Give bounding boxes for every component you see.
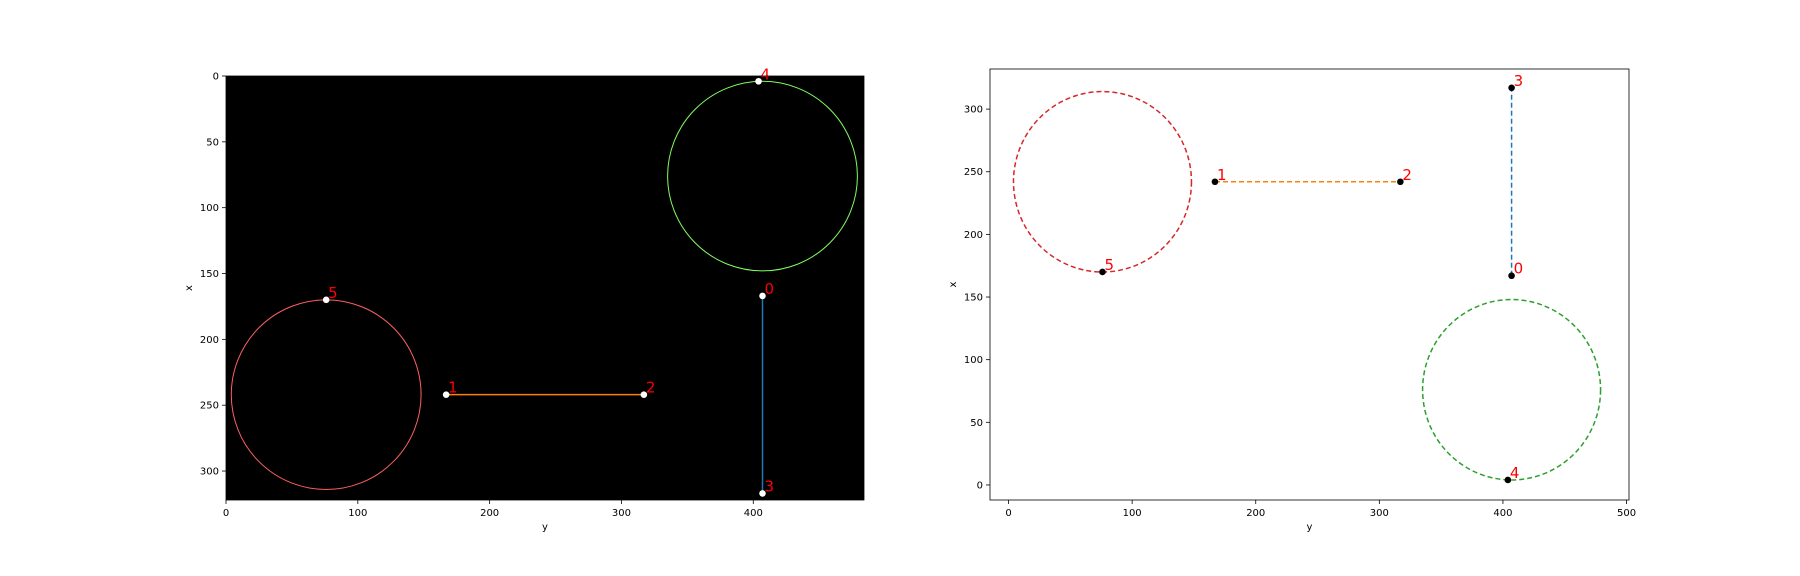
point-label-2: 2 <box>1402 166 1412 184</box>
point-5 <box>322 296 330 304</box>
y-tick-label: 200 <box>964 230 983 241</box>
x-tick-label: 200 <box>480 508 499 519</box>
point-label-5: 5 <box>1104 256 1114 274</box>
y-tick-label: 50 <box>970 418 983 429</box>
y-tick-label: 250 <box>964 167 983 178</box>
point-label-0: 0 <box>765 280 775 298</box>
point-1 <box>442 391 450 398</box>
circle-1 <box>667 80 858 272</box>
x-tick-label: 0 <box>223 508 229 519</box>
y-tick-label: 100 <box>200 203 219 214</box>
point-label-3: 3 <box>765 477 775 495</box>
circle-1 <box>1421 298 1602 481</box>
y-tick-label: 150 <box>964 293 983 304</box>
point-0 <box>1508 272 1515 280</box>
x-tick-label: 500 <box>1617 508 1636 519</box>
point-4 <box>755 77 762 85</box>
point-label-1: 1 <box>448 379 458 397</box>
point-0 <box>759 292 766 300</box>
point-label-5: 5 <box>328 284 338 302</box>
x-tick-label: 100 <box>1123 508 1142 519</box>
y-tick-label: 0 <box>213 72 219 83</box>
plot-area <box>226 76 864 500</box>
x-tick-label: 400 <box>744 508 763 519</box>
point-2 <box>640 391 648 398</box>
y-axis-label: x <box>948 281 959 287</box>
x-axis-label: y <box>542 522 548 533</box>
plot-area <box>990 69 1629 500</box>
x-tick-label: 400 <box>1493 508 1512 519</box>
y-tick-label: 300 <box>964 105 983 116</box>
point-3 <box>1508 84 1515 92</box>
y-axis-label: x <box>184 285 195 291</box>
y-tick-label: 200 <box>200 335 219 346</box>
x-tick-label: 0 <box>1005 508 1011 519</box>
point-label-4: 4 <box>1510 464 1520 482</box>
point-5 <box>1099 268 1106 276</box>
y-tick-label: 300 <box>200 467 219 478</box>
point-label-4: 4 <box>761 65 771 83</box>
axes-frame <box>989 68 1630 501</box>
y-tick-label: 150 <box>200 269 219 280</box>
axes-frame <box>225 75 865 501</box>
point-2 <box>1397 178 1404 186</box>
point-1 <box>1211 178 1219 186</box>
y-tick-label: 0 <box>977 480 983 491</box>
y-tick-label: 100 <box>964 355 983 366</box>
x-tick-label: 300 <box>612 508 631 519</box>
point-4 <box>1504 476 1512 484</box>
point-label-1: 1 <box>1217 166 1227 184</box>
point-3 <box>759 490 766 497</box>
y-tick-label: 50 <box>206 137 219 148</box>
x-tick-label: 300 <box>1370 508 1389 519</box>
point-label-0: 0 <box>1514 260 1524 278</box>
point-label-3: 3 <box>1514 72 1524 90</box>
y-tick-label: 250 <box>200 401 219 412</box>
point-label-2: 2 <box>646 379 656 397</box>
x-tick-label: 100 <box>348 508 367 519</box>
x-tick-label: 200 <box>1246 508 1265 519</box>
x-axis-label: y <box>1307 522 1313 533</box>
